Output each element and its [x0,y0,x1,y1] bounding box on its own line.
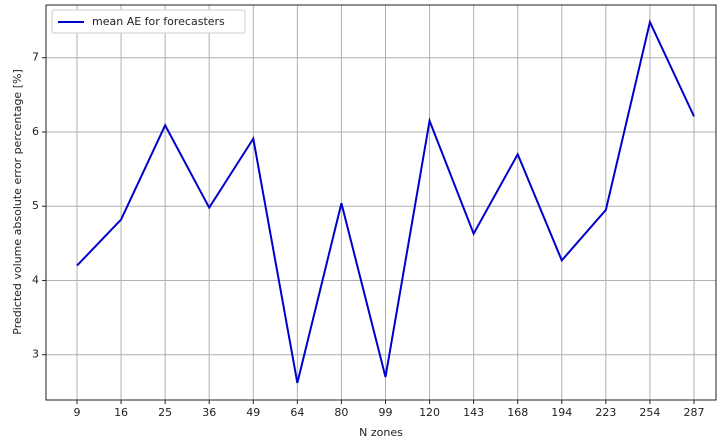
x-tick-label: 194 [551,406,572,419]
y-tick-label: 5 [32,199,39,212]
plot-frame [45,4,717,401]
y-axis-label: Predicted volume absolute error percenta… [11,69,24,334]
x-tick-label: 120 [419,406,440,419]
x-tick-label: 254 [639,406,660,419]
y-tick-label: 4 [32,273,39,286]
x-tick-label: 287 [684,406,705,419]
data-line [76,19,695,384]
x-tick-label: 223 [595,406,616,419]
x-tick-label: 9 [74,406,81,419]
x-tick-label: 64 [290,406,304,419]
x-tick-label: 99 [379,406,393,419]
x-tick-label: 168 [507,406,528,419]
x-axis-label: N zones [359,426,403,439]
x-tick-label: 36 [202,406,216,419]
y-tick-label: 3 [32,348,39,361]
x-tick-label: 16 [114,406,128,419]
y-tick-label: 7 [32,51,39,64]
legend-label: mean AE for forecasters [92,15,225,28]
x-tick-label: 49 [246,406,260,419]
y-tick-label: 6 [32,125,39,138]
x-tick-label: 80 [334,406,348,419]
x-tick-label: 143 [463,406,484,419]
legend-box [51,9,246,34]
x-tick-label: 25 [158,406,172,419]
